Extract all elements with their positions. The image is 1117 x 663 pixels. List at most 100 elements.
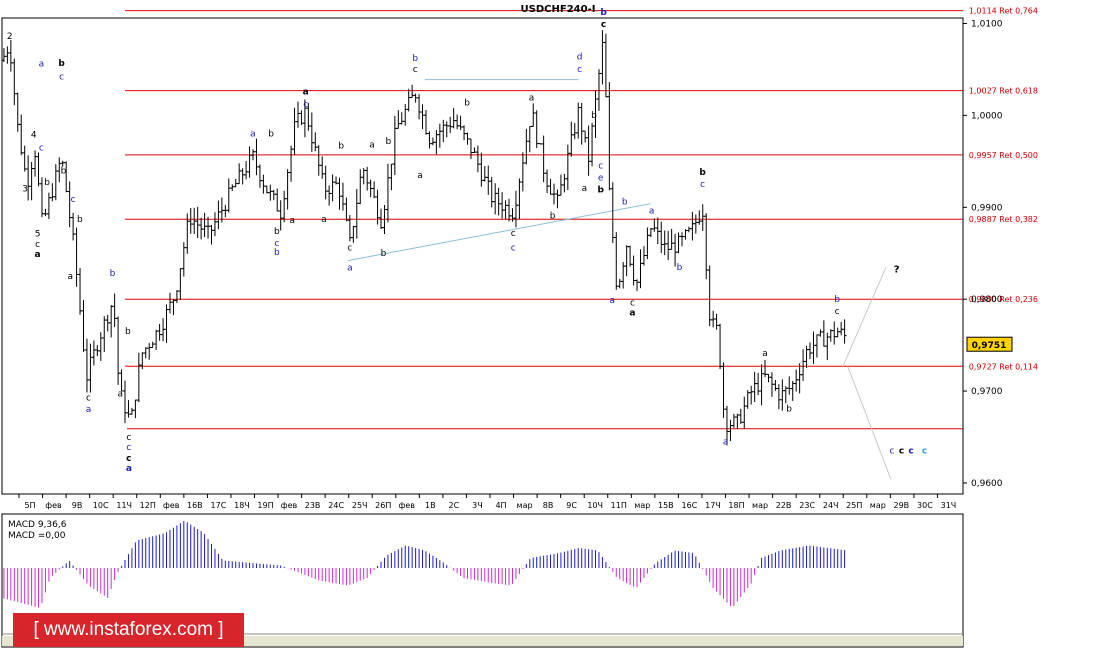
wave-label: b	[77, 215, 83, 225]
ohlc-bar	[385, 163, 390, 223]
ohlc-bar	[309, 112, 314, 152]
wave-label: c	[303, 100, 308, 110]
wave-label: c	[71, 195, 76, 205]
current-price-label: 0,9751	[972, 341, 1007, 351]
ohlc-bar	[686, 226, 691, 233]
ohlc-bar	[818, 329, 823, 337]
price-tick-label: 0,9600	[971, 479, 1003, 489]
wave-label: c	[126, 443, 131, 453]
ohlc-bar	[617, 278, 622, 289]
wave-label: a	[417, 171, 423, 181]
ohlc-bar	[223, 204, 228, 218]
wave-label: b	[44, 178, 50, 188]
wave-label: b	[338, 141, 344, 151]
time-tick-label: 1В	[425, 501, 436, 510]
ohlc-bar	[212, 212, 217, 237]
ohlc-bar	[209, 225, 214, 245]
ohlc-bar	[718, 323, 723, 370]
time-tick-label: 9В	[72, 501, 83, 510]
ohlc-bar	[659, 221, 664, 253]
ohlc-bar	[150, 341, 155, 348]
wave-label: b	[385, 137, 391, 147]
ohlc-bar	[313, 132, 318, 152]
time-tick-label: 12П	[140, 501, 156, 510]
ohlc-bar	[832, 321, 837, 345]
wave-label: b	[412, 54, 418, 64]
ohlc-bar	[742, 396, 747, 429]
ohlc-bar	[295, 101, 300, 128]
ohlc-bar	[337, 177, 342, 210]
ohlc-bar	[365, 166, 370, 191]
ohlc-bar	[143, 347, 148, 359]
macd-label-line1: MACD 9,36,6	[8, 520, 67, 530]
ohlc-bar	[808, 342, 813, 360]
ohlc-bar	[167, 292, 172, 314]
time-tick-label: 16В	[187, 501, 203, 510]
ohlc-bar	[448, 116, 453, 134]
ohlc-bar	[351, 225, 356, 243]
wave-label: a	[126, 464, 132, 474]
time-tick-label: 23С	[799, 501, 815, 510]
wave-label: a	[762, 349, 768, 359]
time-tick-label: 3Ч	[472, 501, 483, 510]
ohlc-bar	[655, 217, 660, 245]
wave-label: b	[125, 327, 131, 337]
ohlc-bar	[603, 33, 608, 98]
ohlc-bar	[154, 329, 159, 351]
wave-label: b	[464, 98, 470, 108]
wave-label: b	[550, 211, 556, 221]
wave-label: a	[86, 405, 92, 415]
ohlc-bar	[285, 169, 290, 210]
wave-label: c	[835, 307, 840, 317]
ohlc-bar	[641, 246, 646, 266]
trendline-forecast-down	[847, 366, 892, 480]
ohlc-bar	[71, 212, 76, 241]
time-tick-label: 18П	[728, 501, 744, 510]
wave-label: 5	[35, 230, 41, 240]
ohlc-bar	[783, 386, 788, 404]
ohlc-bar	[22, 145, 27, 172]
wave-label: a	[117, 390, 123, 400]
ohlc-bar	[794, 369, 799, 392]
ohlc-bar	[486, 165, 491, 195]
ohlc-bar	[247, 146, 252, 178]
ohlc-bar	[569, 121, 574, 157]
trendline-lower-channel	[347, 203, 651, 262]
ohlc-bar	[171, 299, 176, 316]
time-tick-label: 30С	[917, 501, 933, 510]
ohlc-bar	[676, 232, 681, 253]
ohlc-bar	[244, 161, 249, 180]
wave-label: a	[629, 309, 635, 319]
ohlc-bar	[690, 211, 695, 241]
ohlc-bar	[271, 189, 276, 201]
time-tick-label: 25П	[846, 501, 862, 510]
ohlc-bar	[513, 190, 518, 228]
time-tick-label: 29В	[894, 501, 910, 510]
time-tick-label: мар	[752, 501, 768, 510]
ohlc-bar	[769, 372, 774, 397]
ohlc-bar	[257, 164, 262, 188]
ohlc-bar	[437, 123, 442, 148]
watermark[interactable]: [ www.instaforex.com ]	[13, 613, 244, 647]
macd-label-line2: MACD =0,00	[8, 531, 66, 541]
ohlc-bar	[192, 207, 197, 235]
time-tick-label: 18Ч	[234, 501, 250, 510]
ohlc-bar	[507, 198, 512, 222]
wave-label: c	[700, 180, 705, 190]
time-tick-label: 22В	[776, 501, 792, 510]
wave-label: c	[35, 240, 40, 250]
ohlc-bar	[292, 107, 297, 155]
ohlc-bar	[697, 210, 702, 225]
ohlc-bar	[237, 163, 242, 185]
ohlc-bar	[545, 169, 550, 194]
ohlc-bar	[551, 183, 556, 205]
ohlc-bar	[340, 182, 345, 211]
ohlc-bar	[614, 232, 619, 290]
ohlc-bar	[264, 185, 269, 194]
ohlc-bar	[738, 408, 743, 424]
ohlc-bar	[157, 324, 162, 341]
ohlc-bar	[178, 268, 183, 300]
wave-label: a	[250, 130, 256, 140]
ohlc-bar	[226, 178, 231, 213]
level-label: 0,9800 Ret 0,236	[969, 295, 1038, 304]
